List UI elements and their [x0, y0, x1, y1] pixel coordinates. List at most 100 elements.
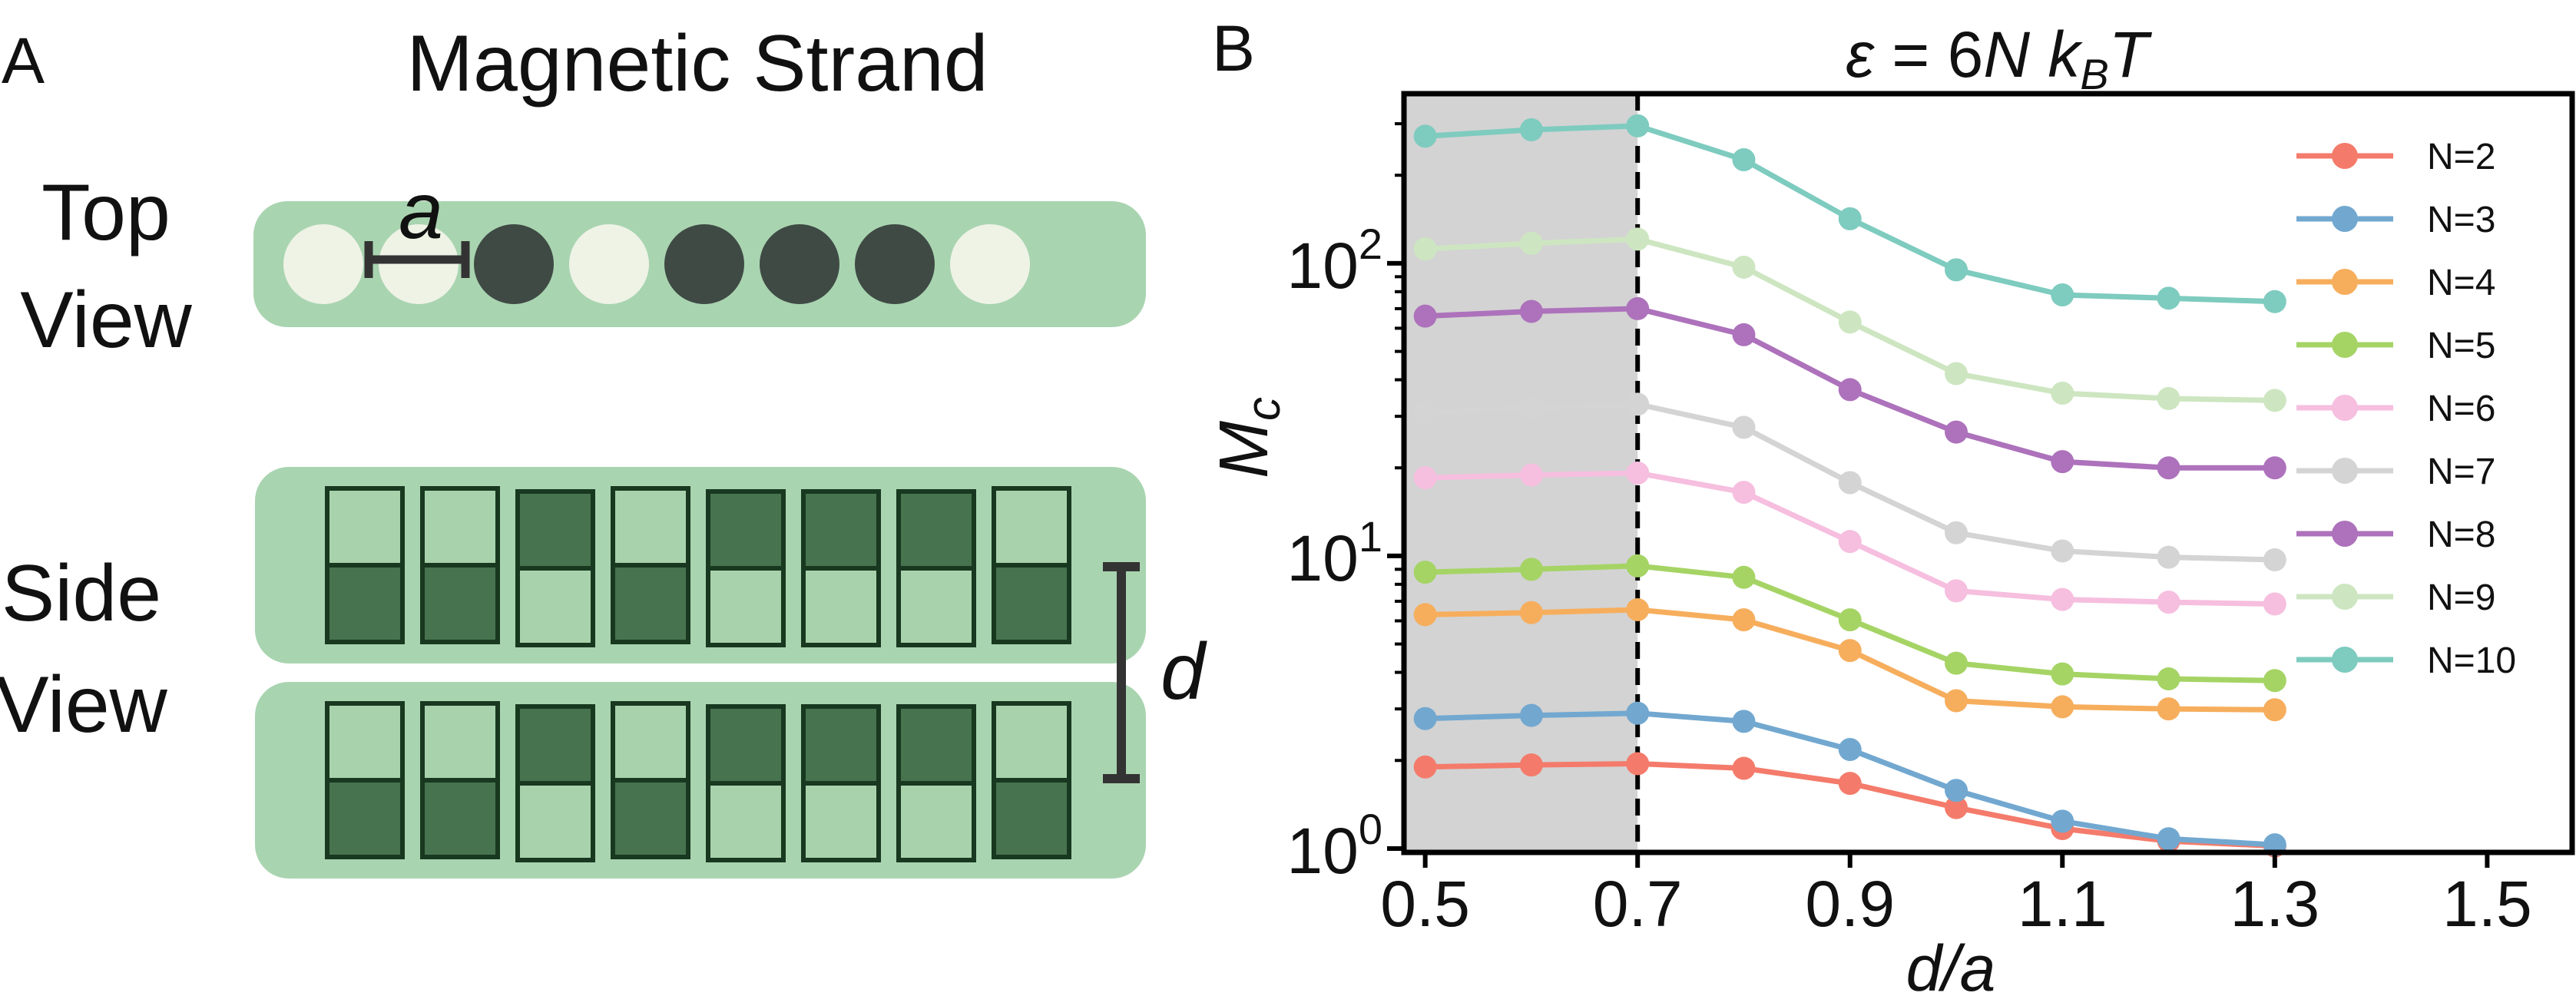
legend-label: N=10: [2427, 640, 2516, 681]
cube-top-half: [325, 701, 405, 783]
data-point: [1519, 601, 1543, 624]
spacing-label: a: [399, 167, 443, 256]
legend-label: N=3: [2427, 200, 2495, 240]
data-point: [1626, 227, 1650, 251]
top-view-particle-light: [283, 224, 363, 304]
top-view-particle-light: [379, 224, 459, 304]
data-point: [2263, 548, 2286, 571]
legend-marker: [2332, 584, 2358, 610]
data-point: [1413, 755, 1437, 779]
data-point: [2051, 809, 2074, 833]
legend-label: N=4: [2427, 263, 2495, 303]
data-point: [1519, 703, 1543, 727]
top-view-particle-dark: [855, 224, 935, 304]
data-point: [2051, 662, 2074, 686]
cube-bottom-half: [801, 781, 881, 862]
y-tick-label: 100: [1286, 805, 1382, 887]
panel-b: B ε = 6N kBT 0.5 0.7 0.9 1.1 1.3 1.5 100 101 102…: [1206, 12, 2575, 996]
plot-area: 0.5 0.7 0.9 1.1 1.3 1.5 100 101 102: [1286, 91, 2575, 940]
legend-entry: N=4: [2296, 263, 2495, 303]
side-view-upper-cubes: [325, 486, 1071, 647]
cube-bottom-half: [706, 781, 786, 862]
data-point: [2157, 286, 2180, 310]
top-view-particle-light: [950, 224, 1030, 304]
legend-marker: [2332, 143, 2358, 169]
data-point: [1838, 639, 1862, 663]
data-point: [2051, 587, 2074, 611]
series-N=3: [1413, 701, 2286, 857]
legend-marker: [2332, 647, 2358, 673]
series-N=6: [1413, 461, 2286, 616]
cube-top-half: [420, 486, 500, 567]
series-N=9: [1413, 227, 2286, 412]
cube-top-half: [896, 704, 976, 786]
legend-label: N=2: [2427, 137, 2495, 177]
data-point: [2051, 283, 2074, 307]
data-point: [2263, 592, 2286, 616]
y-tick-label: 101: [1286, 512, 1382, 594]
cube-top-half: [515, 704, 595, 786]
data-point: [1732, 147, 1756, 171]
data-point: [1519, 118, 1543, 142]
data-point: [1732, 481, 1756, 505]
legend-marker: [2332, 395, 2358, 421]
data-point: [1413, 603, 1437, 627]
cube-top-half: [706, 489, 786, 571]
cube-bottom-half: [515, 781, 595, 862]
data-point: [1519, 299, 1543, 323]
cube-top-half: [896, 489, 976, 571]
top-view-particle-dark: [474, 224, 554, 304]
data-point: [1626, 597, 1650, 621]
series-N=7: [1413, 392, 2286, 571]
data-point: [1626, 554, 1650, 577]
plot-frame: [1401, 91, 2575, 855]
chart-title: ε = 6N kBT: [1846, 18, 2153, 98]
data-point: [2263, 290, 2286, 313]
legend-entry: N=6: [2296, 389, 2495, 429]
data-point: [2157, 697, 2180, 721]
data-point: [2157, 591, 2180, 614]
legend-label: N=9: [2427, 577, 2495, 618]
data-point: [2051, 450, 2074, 474]
data-point: [1945, 420, 1968, 444]
legend-entry: N=8: [2296, 515, 2495, 555]
legend-entry: N=10: [2296, 640, 2516, 681]
data-point: [2157, 456, 2180, 480]
cube-top-half: [611, 701, 690, 783]
side-view-label-line1: Side: [2, 549, 161, 638]
top-view-particle-dark: [760, 224, 839, 304]
data-point: [1626, 752, 1650, 776]
panel-a: A Magnetic Strand Top View Side View a d: [0, 19, 1207, 879]
data-point: [1945, 521, 1968, 544]
data-point: [1838, 471, 1862, 495]
side-view-label-line2: View: [0, 660, 168, 749]
data-point: [2051, 381, 2074, 405]
series-N=5: [1413, 554, 2286, 693]
data-point: [1945, 689, 1968, 713]
cube-top-half: [611, 486, 690, 567]
cube-bottom-half: [325, 778, 405, 859]
cube-top-half: [992, 701, 1071, 783]
data-point: [1945, 779, 1968, 802]
data-point: [2051, 695, 2074, 719]
data-point: [2157, 827, 2180, 851]
legend-label: N=5: [2427, 326, 2495, 366]
data-point: [1626, 114, 1650, 137]
data-point: [2263, 698, 2286, 722]
cube-top-half: [325, 486, 405, 567]
legend-entry: N=5: [2296, 326, 2495, 366]
data-point: [1945, 258, 1968, 282]
legend-label: N=8: [2427, 515, 2495, 555]
cube-bottom-half: [515, 566, 595, 647]
data-point: [1838, 737, 1862, 761]
data-point: [1519, 753, 1543, 777]
x-tick-label: 1.3: [2230, 868, 2319, 940]
cube-bottom-half: [611, 563, 690, 644]
x-tick-label: 1.1: [2018, 868, 2107, 940]
cube-top-half: [992, 486, 1071, 567]
cube-bottom-half: [611, 778, 690, 859]
data-point: [1732, 323, 1756, 346]
data-point: [1838, 378, 1862, 402]
top-view-particles: [283, 224, 1030, 304]
data-point: [1413, 561, 1437, 584]
